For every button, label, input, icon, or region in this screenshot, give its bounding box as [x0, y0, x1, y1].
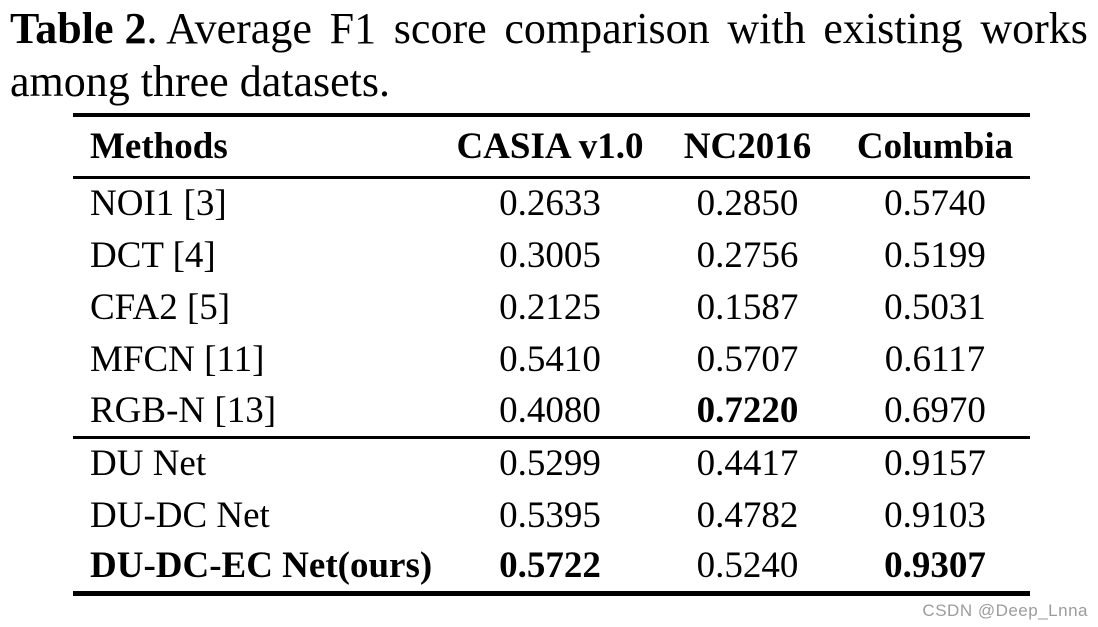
value-cell: 0.5740	[884, 183, 986, 225]
table-caption: Table 2. Average F1 score comparison with exi…	[10, 2, 1088, 108]
method-cell: DU-DC-EC Net(ours)	[90, 545, 433, 587]
value-cell: 0.5199	[884, 234, 986, 276]
value-cell: 0.6970	[884, 389, 986, 431]
method-cell: CFA2 [5]	[90, 286, 231, 328]
column-header-casia: CASIA v1.0	[456, 125, 644, 167]
table-section-existing-works: NOI1 [3] 0.2633 0.2850 0.5740 DCT [4] 0.3005 0…	[73, 177, 1030, 437]
value-cell: 0.5299	[499, 443, 601, 485]
method-cell: DU Net	[90, 443, 207, 485]
caption-word: with	[727, 4, 806, 53]
value-cell: 0.4782	[696, 494, 799, 536]
value-cell: 0.5395	[499, 494, 601, 536]
value-cell: 0.7220	[696, 389, 799, 431]
method-cell: DCT [4]	[90, 234, 216, 276]
header-row: Methods CASIA v1.0 NC2016 Columbia	[73, 115, 1030, 177]
value-cell: 0.9103	[884, 494, 986, 536]
method-cell: DU-DC Net	[90, 494, 270, 536]
caption-word: comparison	[504, 4, 710, 53]
value-cell: 0.4417	[696, 443, 799, 485]
caption-word: works	[980, 4, 1088, 53]
value-cell: 0.6117	[884, 338, 986, 380]
method-cell: RGB-N [13]	[90, 389, 277, 431]
value-cell: 0.9307	[884, 545, 986, 587]
value-cell: 0.1587	[696, 286, 799, 328]
csdn-watermark: CSDN @Deep_Lnna	[922, 601, 1088, 620]
table-row: DU-DC Net 0.5395 0.4782 0.9103	[73, 489, 1030, 541]
value-cell: 0.5031	[884, 286, 986, 328]
column-header-columbia: Columbia	[856, 125, 1014, 167]
table-section-proposed: DU Net 0.5299 0.4417 0.9157 DU-DC Net 0.5395 0…	[73, 437, 1030, 593]
value-cell: 0.9157	[884, 443, 986, 485]
caption-word: existing	[823, 4, 963, 53]
table-row: DCT [4] 0.3005 0.2756 0.5199	[73, 229, 1030, 281]
column-header-nc2016: NC2016	[683, 125, 812, 167]
caption-line-2: among three datasets.	[10, 57, 390, 106]
value-cell: 0.5722	[499, 545, 601, 587]
caption-label: Table 2	[10, 4, 147, 53]
table-row: MFCN [11] 0.5410 0.5707 0.6117	[73, 333, 1030, 385]
caption-line-1: Table 2. Average F1 score comparison with exi…	[10, 2, 1088, 55]
table-row: CFA2 [5] 0.2125 0.1587 0.5031	[73, 281, 1030, 333]
method-cell: MFCN [11]	[90, 338, 265, 380]
table-row: RGB-N [13] 0.4080 0.7220 0.6970	[73, 385, 1030, 437]
value-cell: 0.2633	[499, 183, 601, 225]
table-header: Methods CASIA v1.0 NC2016 Columbia	[73, 115, 1030, 177]
value-cell: 0.5240	[696, 545, 799, 587]
column-header-methods: Methods	[90, 125, 228, 167]
table-row: DU-DC-EC Net(ours) 0.5722 0.5240 0.9307	[73, 541, 1030, 593]
caption-word: score	[393, 4, 487, 53]
method-cell: NOI1 [3]	[90, 183, 227, 225]
caption-word: . Average	[146, 4, 312, 53]
value-cell: 0.2850	[696, 183, 799, 225]
value-cell: 0.5410	[499, 338, 601, 380]
value-cell: 0.4080	[499, 389, 601, 431]
value-cell: 0.5707	[696, 338, 799, 380]
table-row: DU Net 0.5299 0.4417 0.9157	[73, 437, 1030, 489]
f1-score-table: Methods CASIA v1.0 NC2016 Columbia NOI1 …	[73, 113, 1030, 596]
value-cell: 0.2125	[499, 286, 601, 328]
table-row: NOI1 [3] 0.2633 0.2850 0.5740	[73, 177, 1030, 229]
caption-word: F1	[329, 4, 377, 53]
value-cell: 0.3005	[499, 234, 601, 276]
value-cell: 0.2756	[696, 234, 799, 276]
